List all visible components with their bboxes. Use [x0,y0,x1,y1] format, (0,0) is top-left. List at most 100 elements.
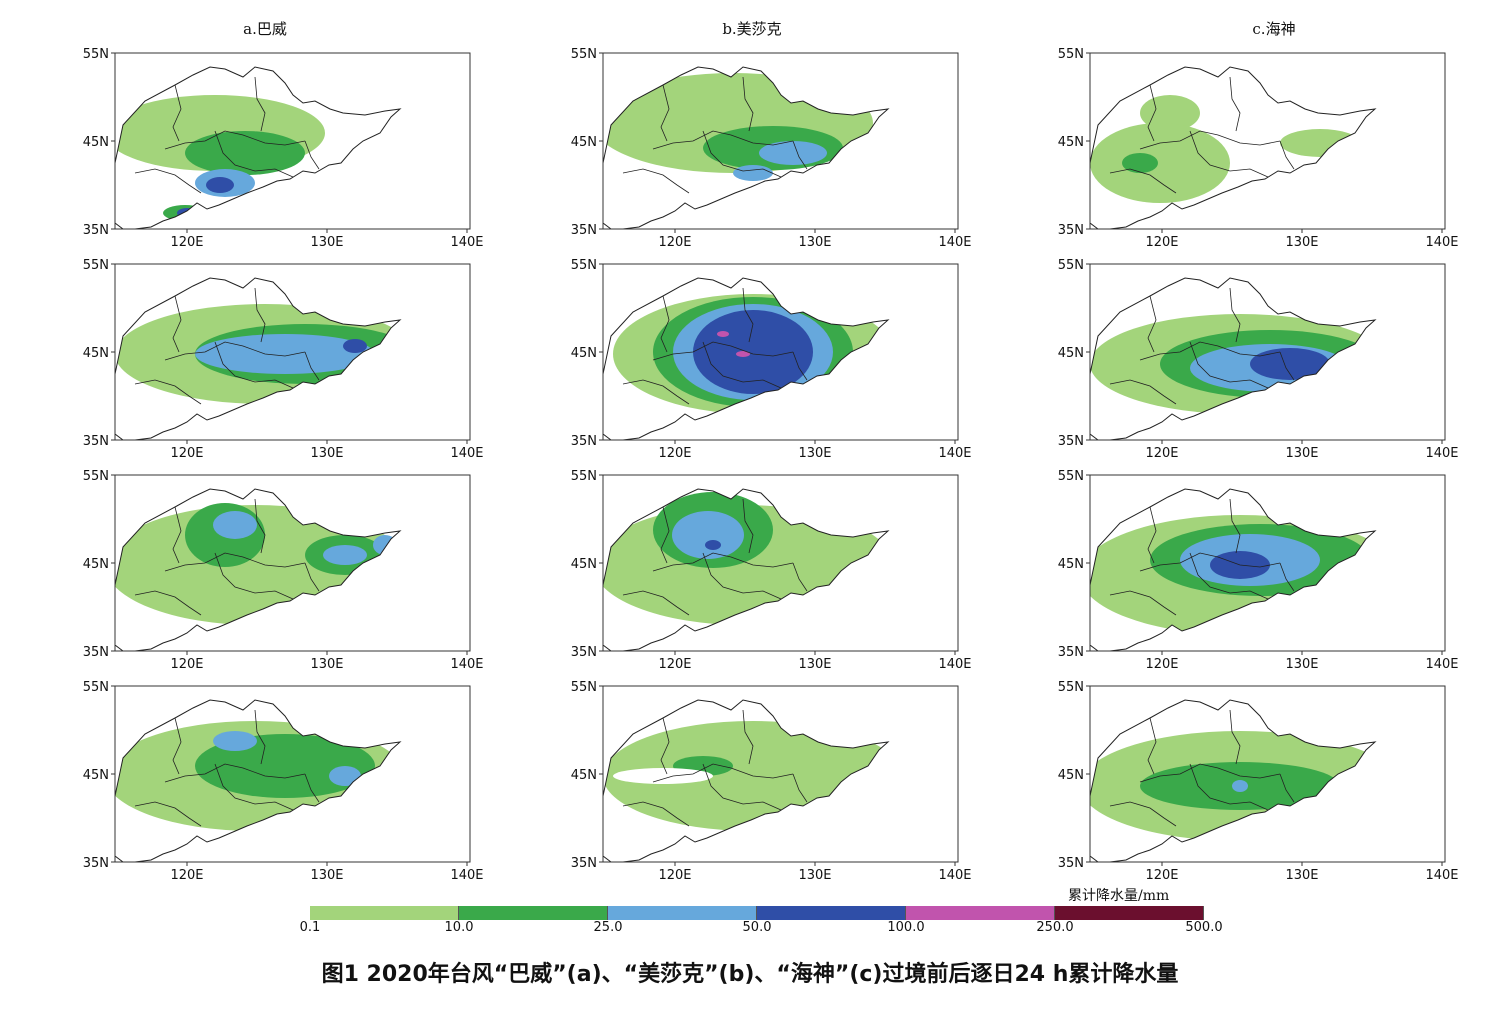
legend-level-label: 50.0 [742,920,772,935]
province-border [304,140,320,170]
lat-tick-label: 55N [571,47,597,62]
lat-tick-label: 55N [1058,680,1084,695]
lon-tick-label: 130E [310,235,343,250]
lat-tick-label: 35N [1058,223,1084,238]
land-outline [114,66,402,230]
province-border [164,552,306,572]
province-border [214,763,294,811]
lat-tick-label: 45N [571,557,597,572]
lat-tick-label: 35N [83,223,109,238]
province-border [1229,709,1241,765]
precip-fill [1090,95,1360,203]
precip-fill [1090,515,1375,635]
lat-tick-label: 35N [1058,856,1084,871]
lat-tick-label: 55N [83,258,109,273]
lon-tick-label: 140E [938,868,971,883]
province-border [652,552,794,572]
lon-tick-label: 140E [450,868,483,883]
province-border [1139,552,1281,572]
map-panel-c-3: 55N 45N 35N 120E 130E 140E [1030,469,1475,679]
province-border [652,763,794,783]
land-outline [602,699,890,863]
land-outline [602,277,890,441]
province-border [134,590,202,616]
lat-tick-label: 55N [83,680,109,695]
lon-tick-label: 130E [798,235,831,250]
lat-tick-label: 45N [571,346,597,361]
lat-tick-label: 35N [571,434,597,449]
province-border [1189,130,1269,178]
province-border [1229,76,1241,132]
legend-swatch [757,906,906,920]
lon-tick-label: 120E [170,868,203,883]
lon-tick-label: 130E [310,657,343,672]
province-border [742,709,754,765]
province-border [1279,140,1295,170]
province-border [164,341,306,361]
map-panel-b-1: 55N 45N 35N 120E 130E 140E [543,47,988,257]
lat-tick-label: 35N [83,434,109,449]
lat-tick-label: 55N [571,258,597,273]
province-border [134,379,202,405]
lat-tick-label: 55N [1058,258,1084,273]
province-border [742,287,754,343]
lat-tick-label: 45N [1058,135,1084,150]
lon-tick-label: 140E [1425,235,1458,250]
precip-fill [115,503,400,625]
map-panel-svg: 55N 45N 35N 120E 130E 140E [83,258,484,461]
lat-tick-label: 45N [83,557,109,572]
land-outline [114,488,402,652]
province-border [1139,763,1281,783]
province-border [214,341,294,389]
legend-level-label: 25.0 [593,920,623,935]
lon-tick-label: 120E [658,446,691,461]
lon-tick-label: 120E [658,657,691,672]
lat-tick-label: 35N [1058,645,1084,660]
province-border [254,709,266,765]
land-outline [1089,488,1377,652]
land-outline [1089,277,1377,441]
province-border [254,76,266,132]
legend-level-label: 500.0 [1185,920,1223,935]
map-panel-svg: 55N 45N 35N 120E 130E 140E [571,680,972,883]
legend-swatch [310,906,459,920]
lat-tick-label: 55N [83,469,109,484]
province-border [172,295,182,353]
land-outline [1089,699,1377,863]
map-panel-svg: 55N 45N 35N 120E 130E 140E [1058,680,1459,883]
legend-level-label: 10.0 [444,920,474,935]
land-outline [602,488,890,652]
lat-tick-label: 55N [83,47,109,62]
lat-tick-label: 45N [83,768,109,783]
lat-tick-label: 35N [83,856,109,871]
province-border [652,130,794,150]
province-border [1189,341,1269,389]
province-border [792,773,808,803]
lon-tick-label: 120E [1145,446,1178,461]
precip-fill [603,492,888,625]
province-border [254,498,266,554]
legend-level-label: 100.0 [887,920,925,935]
column-title-b: b.美莎克 [722,20,782,38]
lon-tick-label: 120E [1145,235,1178,250]
map-panel-b-3: 55N 45N 35N 120E 130E 140E [543,469,988,679]
lat-tick-label: 45N [1058,768,1084,783]
lat-tick-label: 45N [83,346,109,361]
province-border [304,351,320,381]
precip-legend-colorbar [310,906,1204,920]
province-border [742,498,754,554]
province-border [622,168,690,194]
province-border [304,773,320,803]
province-border [1147,84,1157,142]
precip-fill [603,73,873,181]
province-border [792,140,808,170]
lon-tick-label: 140E [450,235,483,250]
province-border [742,76,754,132]
lon-tick-label: 130E [798,446,831,461]
figure-caption: 图1 2020年台风“巴威”(a)、“美莎克”(b)、“海神”(c)过境前后逐日… [321,962,1179,987]
province-border [622,801,690,827]
province-border [1229,287,1241,343]
province-border [1147,295,1157,353]
province-border [660,295,670,353]
column-title-a: a.巴威 [243,20,287,38]
